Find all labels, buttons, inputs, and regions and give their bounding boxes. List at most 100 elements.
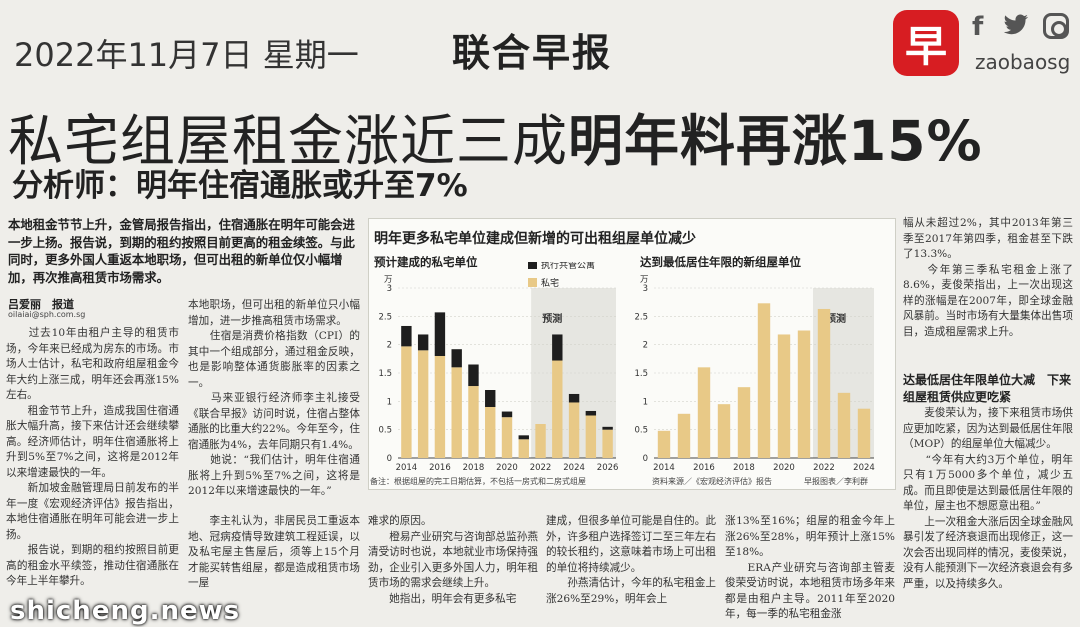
article-column-1: 过去10年由租户主导的租赁市场，今年来已经成为房东的市场。市场人士估计，私宅和政… bbox=[6, 327, 179, 587]
chart-note: 备注：根据组屋的完工日期估算，不包括一房式和二房式组屋 bbox=[370, 477, 586, 486]
twitter-icon bbox=[1003, 14, 1029, 35]
left-legend-label: 执行共管公寓 bbox=[541, 262, 595, 271]
article-column-2: 本地职场，但可出租的新单位只小幅增加，进一步推高租赁市场需求。 住宿是消费价格指… bbox=[188, 299, 360, 497]
right-y-tick-label: 0.5 bbox=[634, 426, 648, 436]
left-bar-2026 bbox=[602, 426, 613, 430]
left-y-tick-label: 1 bbox=[387, 397, 392, 407]
right-bar-2021 bbox=[797, 330, 811, 458]
left-y-tick-label: 3 bbox=[387, 284, 392, 294]
left-bar-2025 bbox=[585, 410, 597, 416]
instagram-icon bbox=[1043, 13, 1069, 39]
left-bar-2024 bbox=[568, 402, 580, 458]
left-x-tick-label: 2024 bbox=[563, 463, 585, 473]
left-bar-2021 bbox=[518, 439, 529, 458]
article-column-4: 建成，但很多单位可能是自住的。此外，许多租户选择签订二至三年左右的较长租约，这意… bbox=[546, 515, 716, 605]
right-bar-2018 bbox=[737, 387, 751, 458]
right-x-tick-label: 2014 bbox=[653, 463, 675, 473]
left-bar-2019 bbox=[485, 390, 496, 407]
left-legend-swatch bbox=[528, 278, 537, 287]
left-y-tick-label: 1.5 bbox=[378, 369, 392, 379]
right-bar-2014 bbox=[657, 430, 671, 458]
left-bar-2022 bbox=[535, 424, 546, 458]
right-bar-2016 bbox=[697, 367, 711, 458]
left-x-tick-label: 2022 bbox=[530, 463, 552, 473]
headline: 私宅组屋租金涨近三成明年料再涨15% bbox=[8, 96, 983, 176]
right-y-tick-label: 2.5 bbox=[634, 312, 648, 322]
right-y-tick-label: 1.5 bbox=[634, 369, 648, 379]
left-bar-2023 bbox=[552, 334, 563, 361]
left-y-tick-label: 2 bbox=[387, 341, 392, 351]
right-x-tick-label: 2016 bbox=[693, 463, 715, 473]
left-bar-2025 bbox=[585, 415, 597, 458]
chart-left-title: 预计建成的私宅单位 bbox=[374, 255, 478, 269]
left-x-tick-label: 2014 bbox=[396, 463, 418, 473]
right-forecast-label: 预测 bbox=[826, 312, 846, 325]
left-bar-2015 bbox=[417, 334, 429, 351]
left-bar-2019 bbox=[485, 407, 496, 458]
article-column-6-cont: 麦俊荣认为，接下来租赁市场供应更加吃紧，因为达到最低居住年限（MOP）的组屋单位… bbox=[903, 407, 1073, 590]
left-bar-2014 bbox=[401, 325, 412, 347]
left-x-tick-label: 2016 bbox=[429, 463, 451, 473]
left-bar-2017 bbox=[451, 349, 462, 368]
left-bar-2016 bbox=[434, 312, 446, 356]
right-x-tick-label: 2024 bbox=[853, 463, 875, 473]
right-x-tick-label: 2018 bbox=[733, 463, 755, 473]
left-legend-swatch bbox=[528, 262, 537, 269]
right-y-unit: 万 bbox=[640, 275, 649, 285]
right-bar-2024 bbox=[857, 408, 871, 458]
watermark: shicheng.news bbox=[10, 596, 241, 626]
chart-source: 资料来源／《宏观经济评估》报告 bbox=[652, 477, 772, 486]
left-y-tick-label: 0 bbox=[387, 454, 392, 464]
left-bar-2020 bbox=[501, 417, 513, 458]
right-x-tick-label: 2020 bbox=[773, 463, 795, 473]
article-lead: 本地租金节节上升，金管局报告指出，住宿通胀在明年可能会进一步上扬。报告说，到期的… bbox=[8, 217, 355, 285]
newspaper-name: 联合早报 bbox=[452, 30, 613, 75]
left-forecast-label: 预测 bbox=[542, 312, 562, 325]
left-bar-2021 bbox=[518, 435, 529, 440]
left-bar-2014 bbox=[401, 346, 412, 458]
right-bar-2020 bbox=[777, 334, 791, 458]
right-y-tick-label: 2 bbox=[643, 341, 648, 351]
left-bar-2026 bbox=[602, 429, 613, 458]
right-bar-2022 bbox=[817, 308, 831, 458]
section-heading: 达最低居住年限单位大减 下来组屋租赁供应更吃紧 bbox=[903, 373, 1072, 404]
left-bar-2017 bbox=[451, 367, 462, 458]
right-y-tick-label: 0 bbox=[643, 454, 648, 464]
article-column-5: 涨13%至16%；组屋的租金今年上涨26%至28%，明年预计上涨15%至18%。… bbox=[725, 515, 895, 620]
zaobao-logo-icon: 早 bbox=[893, 10, 959, 76]
social-handle: zaobaosg bbox=[975, 50, 1071, 74]
chart-right-title: 达到最低居住年限的新组屋单位 bbox=[640, 255, 801, 269]
left-bar-2024 bbox=[568, 393, 580, 403]
left-bar-2023 bbox=[552, 360, 563, 458]
right-bar-2015 bbox=[677, 413, 691, 458]
chart-title: 明年更多私宅单位建成但新增的可出租组屋单位减少 bbox=[374, 231, 696, 247]
headline-part2: 明年料再涨15% bbox=[568, 109, 983, 173]
author-email: oilaiai@sph.com.sg bbox=[8, 310, 86, 319]
left-bar-2016 bbox=[434, 356, 446, 458]
right-bar-2023 bbox=[837, 392, 851, 458]
right-bar-2019 bbox=[757, 303, 771, 458]
left-bar-2018 bbox=[468, 364, 479, 387]
right-y-tick-label: 3 bbox=[643, 284, 648, 294]
left-x-tick-label: 2018 bbox=[463, 463, 485, 473]
left-y-tick-label: 2.5 bbox=[378, 312, 392, 322]
issue-date: 2022年11月7日 星期一 bbox=[14, 36, 359, 74]
facebook-icon: f bbox=[972, 12, 984, 42]
left-x-tick-label: 2020 bbox=[496, 463, 518, 473]
right-y-tick-label: 1 bbox=[643, 397, 648, 407]
right-x-tick-label: 2022 bbox=[813, 463, 835, 473]
chart-credit: 早报图表／李利群 bbox=[804, 477, 868, 486]
left-legend-label: 私宅 bbox=[541, 277, 559, 289]
article-column-3: 难求的原因。 橙易产业研究与咨询部总监孙燕清受访时也说，本地就业市场保持强劲，企… bbox=[368, 515, 538, 605]
left-bar-2020 bbox=[501, 411, 513, 418]
left-y-unit: 万 bbox=[384, 275, 393, 285]
headline-part1: 私宅组屋租金涨近三成 bbox=[8, 109, 569, 173]
right-bar-2017 bbox=[717, 404, 731, 458]
article-column-6: 幅从未超过2%，其中2013年第三季至2017年第四季，租金甚至下跌了13.3%… bbox=[903, 217, 1073, 338]
byline: 吕爱丽 报道 bbox=[8, 298, 74, 311]
left-y-tick-label: 0.5 bbox=[378, 426, 392, 436]
left-bar-2018 bbox=[468, 386, 479, 458]
article-column-2-cont: 李主礼认为，非居民员工重返本地、冠病疫情导致建筑工程延误，以及私宅屋主售屋后，须… bbox=[188, 515, 360, 589]
left-x-tick-label: 2026 bbox=[597, 463, 619, 473]
left-bar-2015 bbox=[417, 350, 429, 458]
